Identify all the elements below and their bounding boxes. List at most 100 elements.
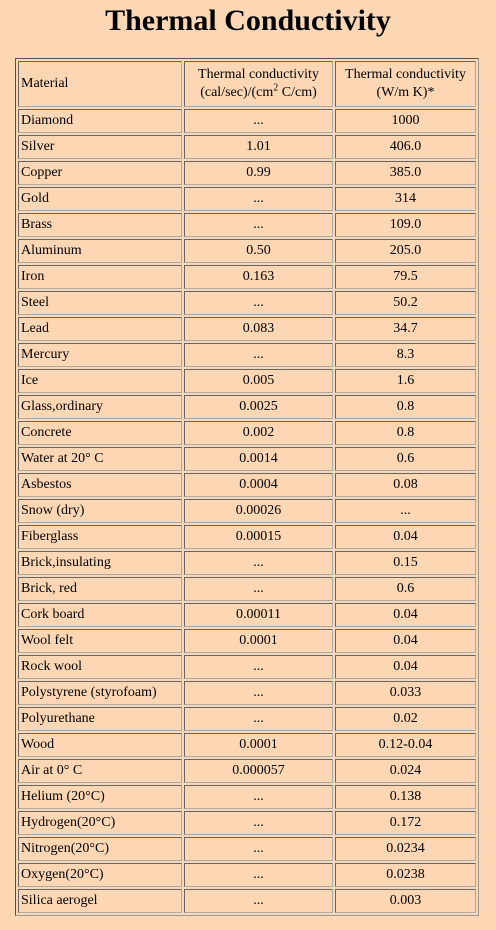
cell-material: Wool felt [18,629,182,653]
cell-cal: 0.00011 [184,603,333,627]
cell-cal: ... [184,655,333,679]
cell-material: Gold [18,187,182,211]
table-header: Material Thermal conductivity (cal/sec)/… [18,61,476,107]
cell-material: Aluminum [18,239,182,263]
cell-wmk: 0.0234 [335,837,476,861]
cell-material: Lead [18,317,182,341]
header-row: Material Thermal conductivity (cal/sec)/… [18,61,476,107]
header-cal-line2-sup: 2 [273,82,279,94]
table-row: Ice 0.005 1.6 [18,369,476,393]
cell-cal: 0.0001 [184,629,333,653]
header-wmk-units: Thermal conductivity (W/m K)* [335,61,476,107]
cell-material: Brass [18,213,182,237]
header-wmk-line2: (W/m K)* [376,85,435,100]
table-row: Wood 0.0001 0.12-0.04 [18,733,476,757]
cell-cal: ... [184,707,333,731]
cell-material: Concrete [18,421,182,445]
cell-cal: ... [184,577,333,601]
table-row: Water at 20° C 0.0014 0.6 [18,447,476,471]
table-row: Brick,insulating... 0.15 [18,551,476,575]
cell-wmk: 0.172 [335,811,476,835]
table-row: Concrete 0.002 0.8 [18,421,476,445]
cell-cal: ... [184,343,333,367]
table-row: Air at 0° C 0.000057 0.024 [18,759,476,783]
cell-wmk: 0.8 [335,421,476,445]
cell-material: Hydrogen(20°C) [18,811,182,835]
cell-cal: ... [184,785,333,809]
table-row: Silver 1.01 406.0 [18,135,476,159]
cell-wmk: 0.033 [335,681,476,705]
cell-material: Wood [18,733,182,757]
cell-cal: 0.0014 [184,447,333,471]
cell-cal: 0.50 [184,239,333,263]
cell-wmk: 0.8 [335,395,476,419]
cell-material: Mercury [18,343,182,367]
cell-material: Helium (20°C) [18,785,182,809]
cell-wmk: 0.08 [335,473,476,497]
cell-cal: ... [184,863,333,887]
cell-cal: ... [184,551,333,575]
cell-material: Copper [18,161,182,185]
cell-wmk: 34.7 [335,317,476,341]
table-row: Silica aerogel... 0.003 [18,889,476,913]
cell-cal: ... [184,681,333,705]
cell-material: Brick, red [18,577,182,601]
table-row: Copper 0.99 385.0 [18,161,476,185]
cell-cal: 0.083 [184,317,333,341]
cell-wmk: 79.5 [335,265,476,289]
table-row: Diamond... 1000 [18,109,476,133]
table-row: Lead 0.083 34.7 [18,317,476,341]
cell-wmk: ... [335,499,476,523]
table-row: Polystyrene (styrofoam)... 0.033 [18,681,476,705]
cell-material: Glass,ordinary [18,395,182,419]
header-cal-line1: Thermal conductivity [198,67,319,82]
cell-material: Air at 0° C [18,759,182,783]
cell-material: Ice [18,369,182,393]
cell-wmk: 0.12-0.04 [335,733,476,757]
cell-cal: ... [184,811,333,835]
table-row: Cork board 0.00011 0.04 [18,603,476,627]
cell-material: Steel [18,291,182,315]
table-row: Fiberglass 0.00015 0.04 [18,525,476,549]
table-row: Rock wool... 0.04 [18,655,476,679]
cell-wmk: 0.6 [335,447,476,471]
cell-wmk: 406.0 [335,135,476,159]
cell-cal: 0.0001 [184,733,333,757]
cell-cal: 0.0004 [184,473,333,497]
table-row: Iron 0.163 79.5 [18,265,476,289]
table-row: Nitrogen(20°C)... 0.0234 [18,837,476,861]
table-body: Diamond... 1000 Silver 1.01 406.0 Copper 0.99 3… [18,109,476,913]
cell-wmk: 385.0 [335,161,476,185]
cell-material: Nitrogen(20°C) [18,837,182,861]
header-cal-units: Thermal conductivity (cal/sec)/(cm2 C/cm… [184,61,333,107]
cell-material: Polyurethane [18,707,182,731]
cell-wmk: 0.6 [335,577,476,601]
cell-wmk: 50.2 [335,291,476,315]
cell-wmk: 0.04 [335,655,476,679]
cell-wmk: 1.6 [335,369,476,393]
cell-material: Water at 20° C [18,447,182,471]
table-row: Brick, red... 0.6 [18,577,476,601]
table-row: Wool felt 0.0001 0.04 [18,629,476,653]
header-material: Material [18,61,182,107]
cell-wmk: 0.003 [335,889,476,913]
cell-material: Diamond [18,109,182,133]
header-cal-line2-pre: (cal/sec)/(cm [200,85,274,100]
header-cal-line2-post: C/cm) [278,85,317,100]
table-row: Helium (20°C)... 0.138 [18,785,476,809]
cell-cal: 1.01 [184,135,333,159]
cell-material: Asbestos [18,473,182,497]
cell-material: Iron [18,265,182,289]
cell-cal: 0.002 [184,421,333,445]
cell-cal: 0.00015 [184,525,333,549]
cell-wmk: 8.3 [335,343,476,367]
table-row: Polyurethane... 0.02 [18,707,476,731]
page-title: Thermal Conductivity [105,4,391,37]
cell-wmk: 205.0 [335,239,476,263]
cell-cal: ... [184,213,333,237]
cell-material: Oxygen(20°C) [18,863,182,887]
cell-cal: 0.0025 [184,395,333,419]
cell-wmk: 0.02 [335,707,476,731]
table-row: Steel... 50.2 [18,291,476,315]
cell-cal: 0.000057 [184,759,333,783]
